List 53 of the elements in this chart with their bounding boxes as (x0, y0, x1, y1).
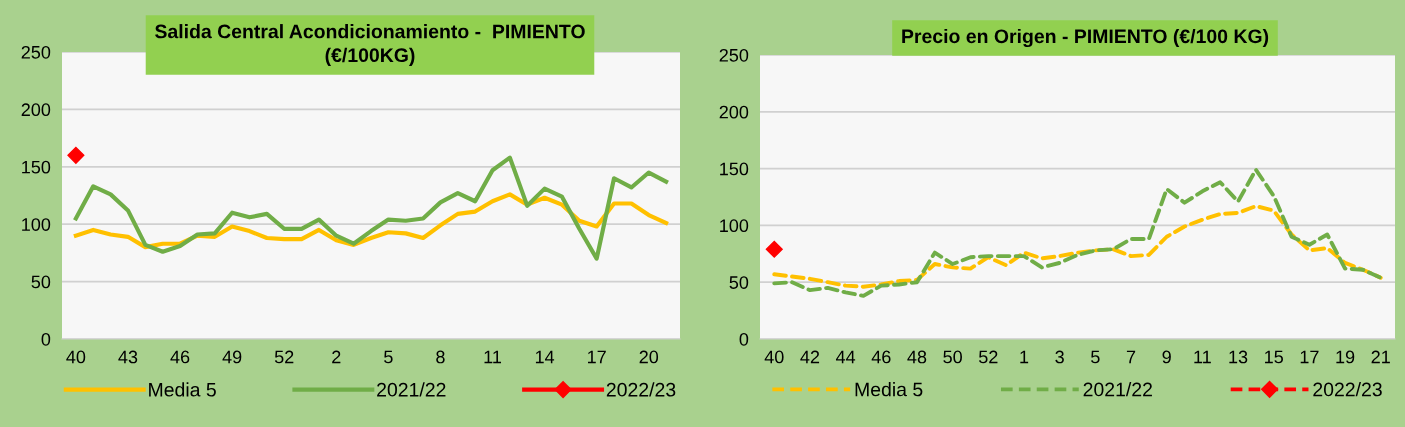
x-tick-label: 42 (800, 350, 820, 364)
x-tick-label: 48 (907, 350, 927, 364)
x-tick-label: 17 (1300, 350, 1319, 364)
x-tick-label: 3 (1055, 350, 1064, 364)
x-tick-label: 40 (66, 350, 86, 364)
x-tick-label: 7 (1126, 350, 1136, 364)
x-tick-label: 40 (764, 350, 784, 364)
x-tick-label: 44 (835, 350, 856, 364)
x-tick-label: 52 (979, 350, 998, 364)
y-tick-label: 150 (720, 162, 749, 176)
x-tick-label: 1 (1020, 350, 1029, 364)
line-series (772, 167, 1383, 298)
x-tick-label: 5 (384, 350, 393, 364)
x-tick-label: 49 (222, 350, 242, 364)
y-tick-label: 150 (22, 160, 51, 174)
y-tick-label: 0 (41, 332, 51, 346)
x-tick-label: 20 (639, 350, 659, 364)
legend-label: 2021/22 (377, 382, 446, 397)
line-series (772, 204, 1383, 289)
x-tick-label: 8 (436, 350, 445, 364)
y-tick-label: 100 (22, 218, 51, 231)
y-tick-label: 0 (739, 332, 749, 346)
x-tick-label: 46 (871, 350, 891, 364)
y-tick-label: 50 (31, 275, 51, 289)
x-tick-label: 46 (170, 350, 190, 364)
x-tick-label: 11 (484, 350, 502, 364)
y-tick-label: 100 (720, 219, 749, 233)
x-tick-label: 11 (1194, 350, 1211, 364)
x-tick-label: 2 (332, 350, 341, 364)
x-tick-label: 17 (588, 350, 606, 364)
x-tick-label: 50 (943, 350, 962, 364)
chart-title: Salida Central Acondicionamiento - PIMIENTO (€/100KG) (155, 24, 585, 66)
legend-label: Media 5 (149, 382, 216, 397)
x-tick-label: 14 (535, 350, 555, 364)
legend-label: 2022/23 (606, 382, 676, 397)
legend-label: 2021/22 (1083, 382, 1152, 397)
legend-label: 2022/23 (1313, 382, 1382, 397)
x-tick-label: 13 (1229, 350, 1248, 364)
y-tick-label: 200 (21, 103, 51, 117)
x-tick-label: 21 (1371, 350, 1390, 364)
x-tick-label: 43 (118, 350, 138, 364)
y-tick-label: 200 (719, 105, 749, 119)
x-tick-label: 19 (1336, 350, 1355, 364)
x-tick-label: 52 (274, 350, 294, 364)
legend-label: Media 5 (855, 382, 923, 397)
y-tick-label: 250 (719, 48, 749, 62)
x-tick-label: 9 (1162, 350, 1171, 364)
x-tick-label: 5 (1091, 350, 1100, 364)
y-tick-label: 250 (21, 45, 51, 59)
x-tick-label: 15 (1265, 350, 1283, 364)
y-tick-label: 50 (729, 276, 749, 289)
chart-title: Precio en Origen - PIMIENTO (€/100 KG) (902, 28, 1269, 48)
line-series (73, 155, 669, 261)
